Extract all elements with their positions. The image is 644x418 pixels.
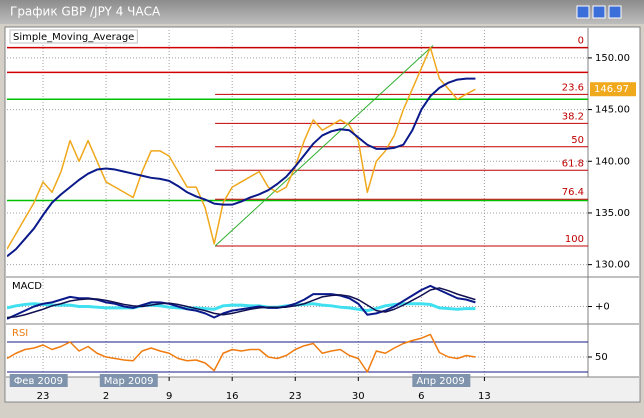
y-tick-label: 50 [595, 352, 608, 363]
fib-label: 23.6 [562, 82, 584, 93]
chart-area [4, 26, 641, 403]
indicator-label: MACD [12, 281, 42, 292]
fib-label: 76.4 [562, 187, 584, 198]
month-label: Мар 2009 [104, 376, 154, 387]
title-bar [0, 0, 644, 24]
x-tick-label: 2 [103, 391, 109, 402]
panel [7, 279, 588, 323]
fib-label: 0 [578, 36, 584, 47]
month-label-box [9, 374, 68, 387]
window-buttons[interactable] [576, 5, 622, 19]
series-line [7, 333, 476, 373]
last-price-label: 146.97 [594, 84, 629, 95]
window-title: График GBP /JPY 4 ЧАСА [10, 5, 161, 19]
y-tick-label: +0 [595, 302, 610, 313]
indicator-label: RSI [12, 328, 28, 339]
trend-line [214, 45, 434, 247]
x-tick-label: 23 [289, 391, 302, 402]
series-line [7, 77, 476, 258]
last-price-box [590, 82, 636, 97]
x-tick-label: 23 [37, 391, 50, 402]
month-label: Апр 2009 [416, 376, 464, 387]
panel [7, 30, 588, 276]
y-tick-label: 150.00 [595, 53, 630, 64]
x-tick-label: 16 [226, 391, 239, 402]
month-label-box [412, 374, 471, 387]
indicator-label: Simple_Moving_Average [13, 32, 134, 43]
minimize-button[interactable] [576, 5, 590, 19]
restore-button[interactable] [592, 5, 606, 19]
y-tick-label: 135.00 [595, 208, 630, 219]
fib-label: 50 [571, 135, 584, 146]
y-tick-label: 130.00 [595, 260, 630, 271]
series-line [7, 284, 476, 320]
month-label: Фев 2009 [14, 376, 63, 387]
series-line [7, 287, 476, 319]
fib-label: 100 [565, 234, 584, 245]
fib-label: 61.8 [562, 158, 584, 169]
fib-label: 38.2 [562, 111, 584, 122]
y-tick-label: 145.00 [595, 105, 630, 116]
x-tick-label: 13 [478, 391, 491, 402]
y-tick-label: 140.00 [595, 156, 630, 167]
x-tick-label: 6 [418, 391, 424, 402]
close-button[interactable] [608, 5, 622, 19]
series-line [7, 46, 476, 250]
month-label-box [99, 374, 158, 387]
indicator-label-box [9, 29, 138, 44]
x-tick-label: 9 [166, 391, 172, 402]
x-tick-label: 30 [352, 391, 365, 402]
panel [7, 326, 588, 376]
